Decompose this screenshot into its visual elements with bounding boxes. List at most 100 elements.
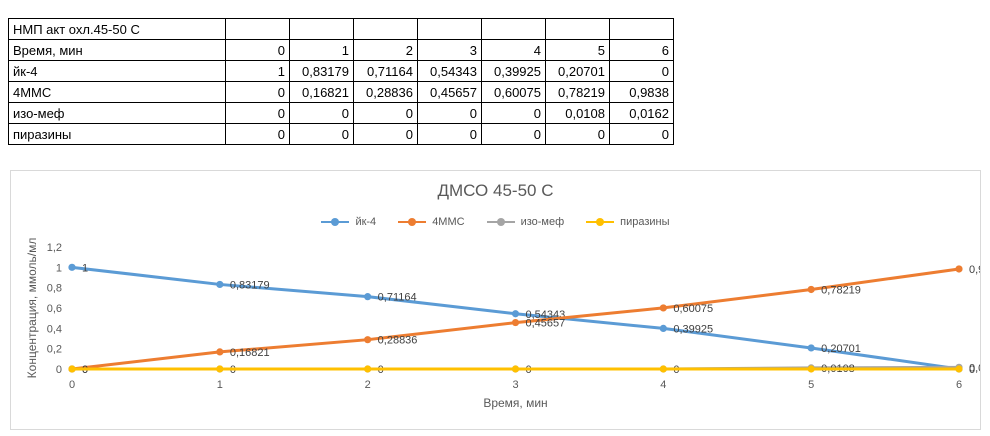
data-point <box>511 365 520 373</box>
table-cell[interactable]: 0 <box>225 123 290 145</box>
table-cell[interactable]: 0 <box>417 102 482 124</box>
y-tick-label: 0,2 <box>47 344 62 356</box>
data-label: 1 <box>82 262 88 274</box>
table-cell[interactable]: 0,83179 <box>289 60 354 82</box>
x-tick-label: 3 <box>512 379 518 391</box>
data-label: 0,0162 <box>969 362 980 374</box>
table-cell[interactable]: 0 <box>225 102 290 124</box>
table-cell[interactable]: 0,71164 <box>353 60 418 82</box>
table-cell[interactable]: 6 <box>609 39 674 61</box>
table-cell[interactable] <box>609 18 674 40</box>
data-point <box>807 344 815 352</box>
data-point <box>364 293 372 301</box>
legend-item[interactable]: йк-4 <box>321 216 376 228</box>
table-cell[interactable]: 0 <box>225 39 290 61</box>
y-tick-label: 1 <box>56 262 62 274</box>
legend-marker-icon <box>586 217 615 227</box>
table-cell[interactable]: 0 <box>289 123 354 145</box>
table-cell[interactable] <box>481 18 546 40</box>
x-tick-label: 5 <box>808 379 814 391</box>
x-tick-label: 6 <box>956 379 962 391</box>
chart-title: ДМСО 45-50 С <box>437 181 554 200</box>
table-cell[interactable]: 0 <box>353 123 418 145</box>
chart-legend: йк-4 4ММС изо-меф пиразины <box>11 216 980 228</box>
y-tick-label: 0,8 <box>47 283 62 295</box>
data-point <box>216 365 224 373</box>
table-cell[interactable]: 1 <box>225 60 290 82</box>
y-tick-label: 1,2 <box>47 242 62 254</box>
data-label: 0,83179 <box>230 279 270 291</box>
chart-area[interactable]: ДМСО 45-50 С йк-4 4ММС изо-меф пиразины 0 0,… <box>10 170 981 430</box>
data-label: 0,78219 <box>821 284 861 296</box>
table-cell[interactable]: 0,20701 <box>545 60 610 82</box>
data-label: 0,28836 <box>378 335 418 347</box>
legend-marker-icon <box>321 217 350 227</box>
table-cell[interactable]: 5 <box>545 39 610 61</box>
table-cell[interactable]: 0 <box>417 123 482 145</box>
data-label: 0,60075 <box>673 303 713 315</box>
data-point <box>216 348 224 356</box>
table-cell[interactable]: 0,0162 <box>609 102 674 124</box>
table-cell[interactable]: 0 <box>481 123 546 145</box>
x-tick-label: 4 <box>660 379 666 391</box>
table-cell[interactable]: 0 <box>609 60 674 82</box>
data-point <box>955 265 963 273</box>
data-label: 0,45657 <box>526 318 566 330</box>
row-label[interactable]: Время, мин <box>8 39 226 61</box>
table-cell[interactable]: 4 <box>481 39 546 61</box>
table-cell[interactable]: 0,28836 <box>353 81 418 103</box>
table-cell[interactable]: 0,54343 <box>417 60 482 82</box>
x-tick-label: 0 <box>69 379 75 391</box>
row-label[interactable]: 4ММС <box>8 81 226 103</box>
table-cell[interactable]: 0 <box>545 123 610 145</box>
legend-label: 4ММС <box>432 216 465 228</box>
table-row: пиразины 0 0 0 0 0 0 0 <box>8 123 674 145</box>
data-point <box>807 285 815 294</box>
row-label[interactable]: НМП акт охл.45-50 С <box>8 18 226 40</box>
legend-item[interactable]: 4ММС <box>398 216 465 228</box>
table-row: йк-4 1 0,83179 0,71164 0,54343 0,39925 0,20701… <box>8 60 674 82</box>
row-label[interactable]: пиразины <box>8 123 226 145</box>
table-cell[interactable]: 0,78219 <box>545 81 610 103</box>
table-cell[interactable] <box>545 18 610 40</box>
legend-item[interactable]: изо-меф <box>486 216 565 228</box>
table-cell[interactable]: 0,45657 <box>417 81 482 103</box>
table-cell[interactable]: 3 <box>417 39 482 61</box>
table-cell[interactable]: 0 <box>481 102 546 124</box>
y-tick-label: 0,6 <box>47 303 62 315</box>
row-label[interactable]: изо-меф <box>8 102 226 124</box>
table-row: Время, мин 0 1 2 3 4 5 6 <box>8 39 674 61</box>
data-label: 0,9838 <box>969 264 980 276</box>
table-row: изо-меф 0 0 0 0 0 0,0108 0,0162 <box>8 102 674 124</box>
table-cell[interactable]: 0 <box>225 81 290 103</box>
data-label: 0,20701 <box>821 343 861 355</box>
data-point <box>216 280 224 289</box>
table-cell[interactable]: 2 <box>353 39 418 61</box>
y-tick-label: 0 <box>56 364 62 376</box>
table-cell[interactable] <box>289 18 354 40</box>
table-cell[interactable]: 0 <box>353 102 418 124</box>
table-cell[interactable] <box>417 18 482 40</box>
legend-marker-icon <box>398 217 427 227</box>
table-row: 4ММС 0 0,16821 0,28836 0,45657 0,60075 0,78219… <box>8 81 674 103</box>
table-cell[interactable] <box>353 18 418 40</box>
data-point <box>364 365 372 373</box>
legend-label: изо-меф <box>520 216 565 228</box>
plot-area: 0 0,2 0,4 0,6 0,8 1 1,2 0 1 2 3 4 5 6 Время, мин Концен… <box>25 238 980 410</box>
table-cell[interactable]: 0,39925 <box>481 60 546 82</box>
legend-item[interactable]: пиразины <box>586 216 670 228</box>
table-cell[interactable]: 0 <box>289 102 354 124</box>
table-cell[interactable]: 0,16821 <box>289 81 354 103</box>
table-cell[interactable]: 0,0108 <box>545 102 610 124</box>
data-point <box>807 365 815 373</box>
row-label[interactable]: йк-4 <box>8 60 226 82</box>
table-cell[interactable] <box>225 18 290 40</box>
data-point <box>955 365 963 373</box>
x-tick-label: 1 <box>217 379 223 391</box>
table-cell[interactable]: 0,9838 <box>609 81 674 103</box>
table-cell[interactable]: 1 <box>289 39 354 61</box>
table-cell[interactable]: 0 <box>609 123 674 145</box>
data-point <box>511 310 520 318</box>
table-cell[interactable]: 0,60075 <box>481 81 546 103</box>
x-axis-title: Время, мин <box>483 396 547 410</box>
